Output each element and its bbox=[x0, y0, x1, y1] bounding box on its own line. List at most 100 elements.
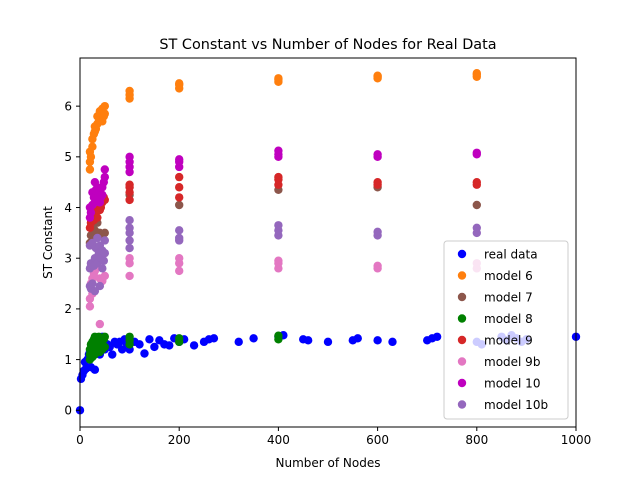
data-point bbox=[353, 334, 362, 343]
data-point bbox=[234, 337, 243, 347]
data-point bbox=[125, 236, 134, 245]
data-point bbox=[125, 243, 134, 253]
data-point bbox=[175, 79, 184, 88]
data-point bbox=[432, 332, 442, 341]
data-point bbox=[125, 332, 134, 341]
data-point bbox=[108, 350, 117, 359]
x-axis: 0 200 400 600 800 1000 bbox=[76, 427, 591, 447]
y-tick-label: 2 bbox=[64, 302, 72, 316]
data-point bbox=[175, 183, 184, 192]
y-tick-label: 5 bbox=[64, 150, 72, 164]
legend-box bbox=[443, 240, 569, 420]
data-point bbox=[145, 335, 154, 344]
data-point bbox=[125, 271, 134, 281]
data-point bbox=[189, 341, 199, 350]
data-point bbox=[472, 223, 481, 232]
data-point bbox=[209, 334, 219, 343]
data-point bbox=[249, 334, 258, 343]
data-point bbox=[175, 266, 184, 276]
data-point bbox=[100, 165, 110, 174]
data-point bbox=[88, 279, 97, 288]
x-tick-label: 800 bbox=[465, 433, 488, 447]
chart-title: ST Constant vs Number of Nodes for Real … bbox=[159, 37, 496, 53]
data-point bbox=[95, 319, 105, 329]
data-point bbox=[125, 254, 134, 263]
legend-label: model 7 bbox=[484, 290, 533, 304]
data-point bbox=[99, 256, 109, 265]
data-point bbox=[175, 172, 184, 182]
data-point bbox=[150, 342, 159, 352]
plot-frame bbox=[79, 57, 577, 428]
data-point bbox=[85, 165, 95, 174]
series-model-10 bbox=[85, 146, 481, 222]
legend-label: model 9b bbox=[484, 355, 540, 369]
x-tick-label: 400 bbox=[267, 433, 290, 447]
legend-label: model 9 bbox=[484, 333, 533, 347]
x-tick-label: 0 bbox=[76, 433, 84, 447]
data-point bbox=[472, 200, 481, 210]
data-point bbox=[125, 216, 134, 225]
legend-marker bbox=[457, 314, 467, 323]
x-tick-label: 200 bbox=[168, 433, 191, 447]
data-point bbox=[373, 261, 382, 271]
data-point bbox=[95, 281, 105, 291]
y-tick-label: 6 bbox=[64, 99, 72, 113]
data-point bbox=[373, 150, 382, 159]
data-point bbox=[303, 336, 313, 345]
legend-label: model 10b bbox=[484, 398, 548, 412]
y-axis-label: ST Constant bbox=[41, 206, 55, 279]
data-point bbox=[98, 264, 107, 273]
data-point bbox=[86, 152, 96, 162]
points-layer bbox=[75, 69, 581, 415]
legend-marker bbox=[457, 335, 467, 345]
data-point bbox=[274, 331, 283, 340]
data-point bbox=[323, 337, 333, 347]
legend-marker bbox=[457, 400, 467, 409]
data-point bbox=[125, 152, 134, 162]
data-point bbox=[165, 341, 174, 350]
y-tick-label: 0 bbox=[64, 404, 72, 418]
series-model-8 bbox=[85, 331, 283, 364]
legend-marker bbox=[457, 271, 467, 280]
data-point bbox=[93, 233, 102, 243]
data-point bbox=[100, 248, 110, 258]
y-tick-label: 1 bbox=[64, 353, 72, 367]
data-point bbox=[373, 177, 382, 187]
data-point bbox=[175, 193, 184, 202]
data-point bbox=[125, 86, 134, 96]
data-point bbox=[472, 177, 481, 187]
data-point bbox=[100, 236, 110, 245]
data-point bbox=[274, 146, 283, 155]
x-tick-label: 600 bbox=[366, 433, 389, 447]
series-model-10b bbox=[85, 216, 481, 296]
legend-marker bbox=[457, 292, 467, 302]
x-axis-label: Number of Nodes bbox=[276, 456, 381, 470]
x-tick-label: 1000 bbox=[561, 433, 592, 447]
legend-label: model 8 bbox=[484, 312, 533, 326]
data-point bbox=[93, 213, 102, 222]
legend-label: model 6 bbox=[484, 269, 533, 283]
legend-label: model 10 bbox=[484, 376, 540, 390]
data-point bbox=[140, 349, 149, 358]
legend: real data model 6 model 7 model 8 model 9 mod… bbox=[443, 240, 569, 420]
data-point bbox=[125, 195, 134, 205]
legend-label: real data bbox=[484, 247, 538, 261]
data-point bbox=[388, 337, 397, 347]
data-point bbox=[175, 200, 184, 210]
series-model-7 bbox=[85, 183, 481, 248]
data-point bbox=[472, 148, 481, 157]
data-point bbox=[274, 172, 283, 182]
y-tick-label: 3 bbox=[64, 252, 72, 266]
y-tick-label: 4 bbox=[64, 201, 72, 215]
data-point bbox=[100, 228, 110, 238]
data-point bbox=[98, 190, 107, 200]
data-point bbox=[90, 365, 100, 374]
data-point bbox=[100, 332, 110, 341]
y-axis: 0 1 2 3 4 5 6 bbox=[64, 99, 80, 418]
legend-marker bbox=[457, 249, 467, 259]
data-point bbox=[125, 223, 134, 232]
data-point bbox=[373, 227, 382, 237]
data-point bbox=[373, 71, 382, 80]
